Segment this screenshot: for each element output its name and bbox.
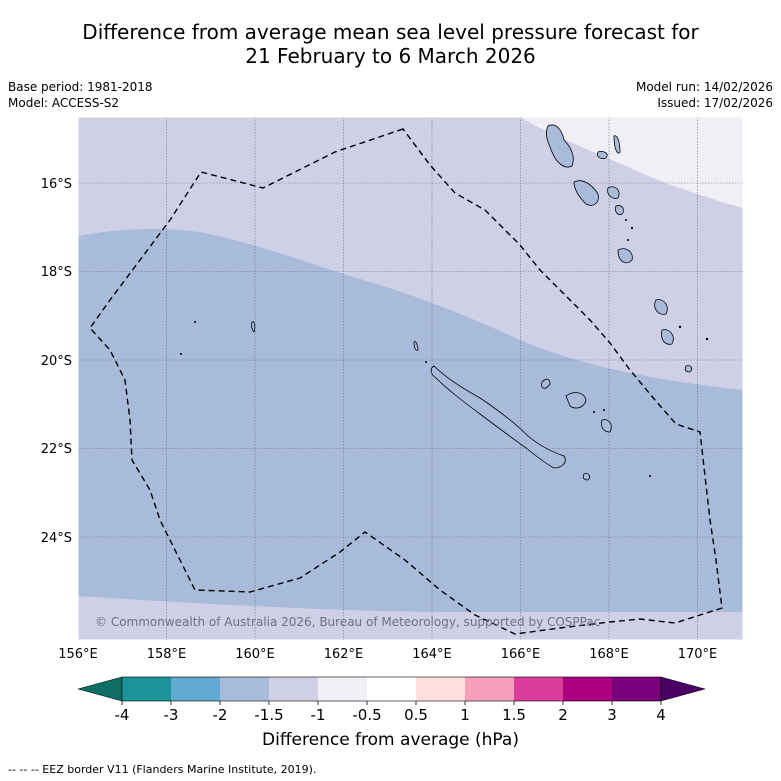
colorbar: -4 -3 -2 -1.5 -1 -0.5 0.5 1 1.5 2 3 4 [77, 676, 706, 724]
lon-label-160e: 160°E [235, 647, 275, 662]
vanuatu-pentecost [607, 186, 620, 199]
chart-title: Difference from average mean sea level p… [0, 20, 781, 68]
colorbar-segment [416, 677, 465, 701]
lon-label-166e: 166°E [501, 647, 541, 662]
loyalty-island-lifou [565, 392, 587, 409]
colorbar-extend-low [77, 676, 123, 702]
lon-label-164e: 164°E [412, 647, 452, 662]
coastlines [251, 124, 693, 481]
lon-label-158e: 158°E [147, 647, 187, 662]
small-islets [180, 219, 709, 477]
vanuatu-malekula [573, 180, 599, 206]
isle-of-pines [582, 473, 591, 481]
latitude-axis: 16°S 18°S 20°S 22°S 24°S [41, 177, 72, 546]
lon-label-168e: 168°E [589, 647, 629, 662]
colorbar-extend-high [660, 676, 706, 702]
colorbar-segment [122, 677, 171, 701]
chesterfield-islets [251, 321, 256, 333]
colorbar-outline [121, 676, 662, 702]
colorbar-tick-label: -1 [311, 706, 326, 724]
colorbar-tick-label: 2 [558, 706, 568, 724]
colorbar-segment [171, 677, 220, 701]
lat-label-18s: 18°S [41, 265, 72, 280]
anomaly-region-minus-1 [520, 117, 743, 208]
colorbar-tick-label: 1 [460, 706, 470, 724]
loyalty-island-ouvea [541, 378, 551, 389]
colorbar-label: Difference from average (hPa) [262, 730, 519, 750]
title-line-2: 21 February to 6 March 2026 [245, 44, 536, 68]
colorbar-segment [367, 677, 416, 701]
belep-islands [413, 341, 419, 351]
colorbar-segment [612, 677, 661, 701]
colorbar-tick-label: 4 [656, 706, 666, 724]
colorbar-segment [220, 677, 269, 701]
base-info: Base period: 1981-2018 Model: ACCESS-S2 [8, 79, 153, 111]
anomaly-region-minus-2 [78, 229, 743, 612]
issued-date: Issued: 17/02/2026 [657, 96, 773, 110]
colorbar-tick-label: -0.5 [352, 706, 381, 724]
new-caledonia-landmass [430, 365, 566, 469]
lon-label-156e: 156°E [58, 647, 98, 662]
lon-label-170e: 170°E [678, 647, 718, 662]
lat-label-20s: 20°S [41, 354, 72, 369]
lat-label-22s: 22°S [41, 442, 72, 457]
colorbar-tick-label: -1.5 [254, 706, 283, 724]
colorbar-tick-label: -4 [115, 706, 130, 724]
map-frame [77, 116, 744, 641]
vanuatu-ambae [597, 151, 608, 159]
vanuatu-espiritu-santo [545, 124, 574, 168]
eez-border [89, 128, 723, 635]
colorbar-segment [318, 677, 367, 701]
lat-label-16s: 16°S [41, 177, 72, 192]
title-line-1: Difference from average mean sea level p… [82, 20, 699, 44]
longitude-axis: 156°E 158°E 160°E 162°E 164°E 166°E 168°… [58, 647, 717, 662]
vanuatu-maewo [613, 135, 621, 154]
vanuatu-erromango [654, 299, 668, 315]
vanuatu-tanna [661, 329, 674, 345]
model-run: Model run: 14/02/2026 [635, 80, 773, 94]
vanuatu-epi [615, 205, 624, 215]
vanuatu-aneityum [684, 365, 693, 373]
run-info: Model run: 14/02/2026 Issued: 17/02/2026 [636, 79, 773, 111]
colorbar-segment [563, 677, 612, 701]
colorbar-segment [269, 677, 318, 701]
colorbar-tick-label: 3 [607, 706, 617, 724]
colorbar-tick-label: -2 [213, 706, 228, 724]
colorbar-segment [465, 677, 514, 701]
colorbar-segment [514, 677, 563, 701]
lon-label-162e: 162°E [324, 647, 364, 662]
loyalty-island-mare [601, 419, 612, 433]
model-name: Model: ACCESS-S2 [8, 96, 120, 110]
colorbar-tick-label: 1.5 [502, 706, 526, 724]
eez-footnote: -- -- -- EEZ border V11 (Flanders Marine… [8, 763, 317, 776]
colorbar-tick-label: 0.5 [404, 706, 428, 724]
lat-label-24s: 24°S [41, 531, 72, 546]
graticule [78, 117, 743, 640]
map-area: © Commonwealth of Australia 2026, Bureau… [78, 117, 743, 640]
copyright-notice: © Commonwealth of Australia 2026, Bureau… [95, 615, 600, 629]
vanuatu-efate [617, 248, 633, 264]
base-period: Base period: 1981-2018 [8, 80, 153, 94]
colorbar-tick-label: -3 [164, 706, 179, 724]
